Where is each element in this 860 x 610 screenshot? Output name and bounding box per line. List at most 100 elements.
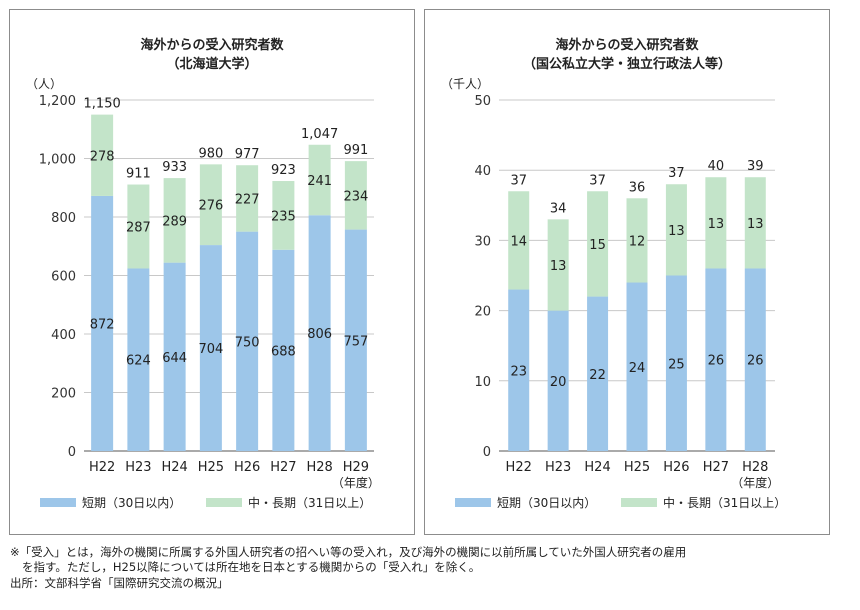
bar-short-term	[127, 268, 150, 451]
bar-short-term	[744, 268, 766, 451]
bar-long-term	[705, 177, 727, 269]
chart-title: 海外からの受入研究者数	[555, 37, 699, 53]
y-tick-label: 1,000	[39, 153, 76, 168]
y-tick-label: 0	[483, 445, 491, 460]
bar-long-term	[272, 181, 295, 250]
data-label-short: 757	[343, 334, 368, 349]
data-label-total: 923	[271, 163, 296, 178]
data-label-long: 13	[668, 224, 685, 239]
y-tick-label: 20	[474, 305, 491, 320]
data-label-total: 37	[589, 173, 606, 188]
data-label-long: 289	[162, 214, 187, 229]
y-tick-label: 10	[474, 375, 491, 390]
bar-short-term	[705, 268, 727, 451]
chart-panel-national: 海外からの受入研究者数 （国公私立大学・独立行政法人等） （千人） 0 10 20 30 40…	[424, 9, 830, 535]
legend-label-short: 短期（30日以内）	[82, 496, 181, 510]
bar-short-term	[344, 229, 367, 451]
bar-long-term	[587, 191, 609, 297]
x-tick-label: H25	[198, 460, 224, 475]
data-label-short: 750	[235, 335, 260, 350]
chart-panel-hokkaido: 海外からの受入研究者数 （北海道大学） （人） 0 200 400 600 800 1,000 1…	[9, 9, 415, 535]
y-tick-label: 50	[474, 94, 491, 109]
bar-short-term	[508, 289, 530, 451]
bar-long-term	[199, 164, 222, 246]
data-label-short: 704	[198, 342, 223, 357]
data-label-total: 40	[708, 159, 725, 174]
data-label-long: 14	[510, 234, 527, 249]
data-label-total: 1,150	[84, 97, 121, 112]
data-label-short: 644	[162, 351, 187, 366]
y-tick-label: 600	[51, 270, 76, 285]
y-axis-unit: （千人）	[441, 77, 489, 91]
bar-short-term	[163, 262, 186, 451]
bar-short-term	[665, 275, 687, 451]
data-label-short: 624	[126, 354, 151, 369]
data-label-short: 688	[271, 344, 296, 359]
data-label-total: 37	[510, 173, 527, 188]
bar-long-term	[163, 178, 186, 263]
legend-swatch-short	[455, 498, 491, 507]
footnote-line-1: ※「受入」とは，海外の機関に所属する外国人研究者の招へい等の受入れ，及び海外の機…	[10, 545, 687, 559]
data-label-long: 241	[307, 174, 332, 189]
y-tick-label: 200	[51, 387, 76, 402]
y-axis-unit: （人）	[26, 77, 62, 91]
x-tick-label: H22	[506, 460, 532, 475]
y-tick-label: 1,200	[39, 94, 76, 109]
y-tick-label: 400	[51, 328, 76, 343]
x-axis-unit: （年度）	[332, 475, 380, 490]
x-tick-label: H29	[343, 460, 369, 475]
data-label-short: 20	[550, 375, 567, 390]
x-tick-label: H27	[703, 460, 729, 475]
data-label-total: 980	[198, 146, 223, 161]
bar-short-term	[308, 215, 331, 451]
data-label-short: 872	[90, 317, 115, 332]
legend-swatch-long	[206, 498, 242, 507]
data-label-short: 22	[589, 368, 606, 383]
x-tick-label: H22	[89, 460, 115, 475]
data-label-short: 26	[708, 354, 725, 369]
data-label-short: 23	[510, 364, 527, 379]
data-label-long: 13	[708, 217, 725, 232]
x-tick-label: H24	[584, 460, 610, 475]
data-label-total: 34	[550, 201, 567, 216]
bar-short-term	[547, 310, 569, 451]
data-label-total: 1,047	[301, 127, 338, 142]
x-tick-label: H24	[161, 460, 187, 475]
legend-label-short: 短期（30日以内）	[497, 496, 596, 510]
y-tick-label: 800	[51, 211, 76, 226]
data-label-short: 26	[747, 354, 764, 369]
bar-short-term	[626, 282, 648, 451]
bar-long-term	[91, 114, 114, 196]
legend-swatch-long	[621, 498, 657, 507]
y-tick-label: 40	[474, 164, 491, 179]
data-label-long: 235	[271, 209, 296, 224]
data-label-long: 276	[198, 199, 223, 214]
bar-long-term	[626, 198, 648, 283]
data-label-long: 13	[550, 259, 567, 274]
bar-long-term	[508, 191, 530, 290]
chart-title: 海外からの受入研究者数	[140, 37, 284, 53]
legend-swatch-short	[40, 498, 76, 507]
data-label-total: 991	[343, 143, 368, 158]
bar-short-term	[236, 231, 259, 451]
chart-hokkaido-university: 海外からの受入研究者数 （北海道大学） （人） 0 200 400 600 800 1,000 1…	[26, 37, 380, 510]
bar-short-term	[272, 249, 295, 451]
bar-long-term	[547, 219, 569, 311]
x-tick-label: H23	[125, 460, 151, 475]
chart-national-institutions: 海外からの受入研究者数 （国公私立大学・独立行政法人等） （千人） 0 10 20 30 40…	[441, 37, 786, 510]
chart-subtitle: （北海道大学）	[166, 56, 257, 72]
y-tick-label: 0	[68, 445, 76, 460]
bar-long-term	[744, 177, 766, 269]
data-label-total: 37	[668, 166, 685, 181]
bar-long-term	[665, 184, 687, 276]
data-label-short: 25	[668, 357, 685, 372]
data-label-long: 13	[747, 217, 764, 232]
data-label-long: 227	[235, 192, 260, 207]
data-label-total: 911	[126, 167, 151, 182]
data-label-long: 15	[589, 238, 606, 253]
data-label-long: 287	[126, 221, 151, 236]
bar-short-term	[91, 195, 114, 451]
bar-long-term	[344, 161, 367, 230]
x-tick-label: H27	[270, 460, 296, 475]
source-note: 出所：文部科学省「国際研究交流の概況」	[10, 576, 229, 590]
